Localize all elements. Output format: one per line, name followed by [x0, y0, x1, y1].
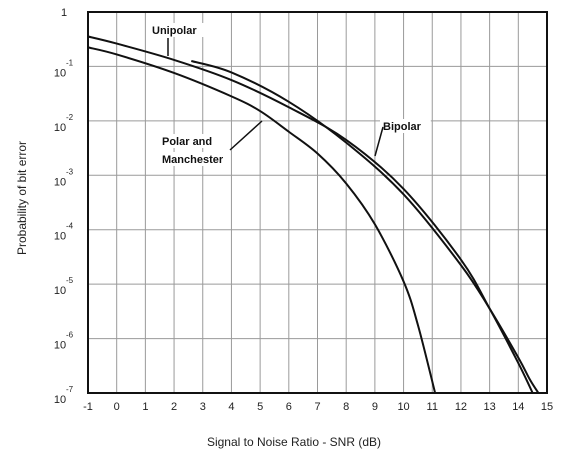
x-axis-label: Signal to Noise Ratio - SNR (dB)	[207, 435, 381, 449]
y-tick-label: 10	[54, 285, 66, 297]
annotations: Unipolar Bipolar Polar and Manchester	[149, 23, 431, 166]
leader-line-bipolar	[374, 126, 384, 157]
series-line-bipolar	[87, 35, 534, 394]
x-tick-label: 14	[512, 401, 524, 413]
y-tick-label: 10	[54, 122, 66, 134]
y-tick-labels: 110-110-210-310-410-510-610-7	[54, 7, 74, 406]
x-tick-label: 9	[372, 401, 378, 413]
x-tick-label: 1	[142, 401, 148, 413]
annotation-bipolar: Bipolar	[383, 121, 422, 133]
series-line-unipolar	[191, 60, 540, 394]
curves	[87, 35, 540, 394]
x-tick-label: 6	[286, 401, 292, 413]
annotation-polar-line2-backing	[159, 152, 229, 166]
x-tick-labels: -1 0 1 2 3 4 5 6 7 8 9 10 11 12 13 14 15	[83, 401, 553, 413]
x-tick-label: 11	[427, 401, 438, 413]
x-tick-label: 5	[257, 401, 263, 413]
y-tick-label: 10	[54, 231, 66, 243]
x-tick-label: 0	[114, 401, 120, 413]
y-axis-label: Probability of bit error	[15, 141, 29, 255]
y-tick-label: 10	[54, 67, 66, 79]
y-tick-exponent: -4	[66, 222, 74, 231]
x-tick-label: 13	[484, 401, 496, 413]
plot-frame	[87, 11, 548, 394]
x-tick-label: 3	[200, 401, 206, 413]
annotation-polar-line1: Polar and	[162, 136, 212, 148]
annotation-bipolar-backing	[380, 119, 431, 133]
x-tick-label: 4	[228, 401, 234, 413]
x-tick-label: 10	[397, 401, 409, 413]
x-tick-label: 15	[541, 401, 553, 413]
y-tick-exponent: -2	[66, 113, 74, 122]
y-tick-exponent: -5	[66, 276, 74, 285]
y-tick-exponent: -7	[66, 385, 74, 394]
y-tick-exponent: -1	[66, 58, 74, 67]
x-tick-label: 2	[171, 401, 177, 413]
annotation-unipolar-backing	[149, 23, 207, 37]
y-tick-exponent: -3	[66, 167, 74, 176]
leader-line-polar	[229, 120, 263, 151]
y-tick-label: 10	[54, 340, 66, 352]
annotation-unipolar: Unipolar	[152, 25, 197, 37]
y-tick-label: 10	[54, 176, 66, 188]
x-tick-label: -1	[83, 401, 93, 413]
y-tick-label: 10	[54, 394, 66, 406]
y-tick-label: 1	[61, 7, 67, 19]
x-tick-label: 7	[314, 401, 320, 413]
y-tick-exponent: -6	[66, 331, 74, 340]
x-tick-label: 8	[343, 401, 349, 413]
series-line-polar-and-manchester	[87, 46, 437, 394]
grid	[88, 12, 547, 393]
annotation-polar-line2: Manchester	[162, 154, 224, 166]
annotation-polar-line1-backing	[159, 134, 223, 148]
x-tick-label: 12	[455, 401, 467, 413]
